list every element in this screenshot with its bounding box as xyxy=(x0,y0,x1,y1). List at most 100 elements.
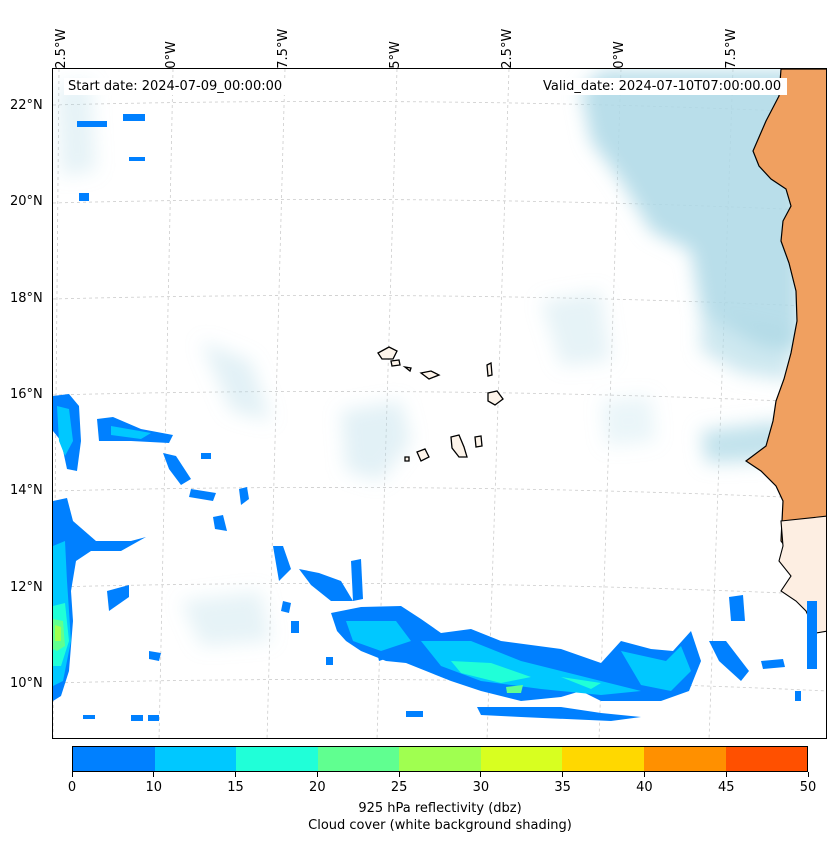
valid-date-label: Valid_date: 2024-07-10T07:00:00.00 xyxy=(539,78,788,95)
meridian-30w xyxy=(158,69,174,738)
colorbar-segment xyxy=(562,747,644,771)
colorbar-segment xyxy=(73,747,155,771)
cloud-patch-northwest xyxy=(56,81,96,176)
colorbar-tick-label: 15 xyxy=(227,780,244,795)
echo-cell-11n xyxy=(291,621,299,633)
colorbar-tick xyxy=(643,772,645,777)
echo-row-south-east xyxy=(709,641,749,681)
echo-row-12n-b xyxy=(299,569,353,601)
cloud-cover-shading xyxy=(56,71,801,646)
echo-west-upper-core xyxy=(57,406,73,456)
echo-cell-12n-left xyxy=(107,585,129,611)
meridian-22-5w xyxy=(486,69,510,738)
colorbar-tick xyxy=(725,772,727,777)
island-santo-antao xyxy=(377,346,398,360)
echo-cell-northwest-d xyxy=(129,157,145,161)
echo-west-edge-band xyxy=(53,498,146,701)
colorbar xyxy=(72,746,808,772)
meridian-20w xyxy=(598,69,622,738)
parallel-16n xyxy=(53,391,826,404)
cloud-patch-mid xyxy=(541,291,611,366)
lat-label-22n: 22°N xyxy=(10,98,43,113)
island-boa-vista xyxy=(487,390,504,406)
lat-label-16n: 16°N xyxy=(10,387,43,402)
echo-cell-bottom-mid xyxy=(406,711,423,717)
echo-row-12n-a xyxy=(273,546,291,581)
lat-label-12n: 12°N xyxy=(10,580,43,595)
parallel-18n xyxy=(53,295,826,308)
lat-label-14n: 14°N xyxy=(10,483,43,498)
parallel-10n xyxy=(53,679,826,692)
island-fogo xyxy=(416,448,430,462)
colorbar-tick xyxy=(316,772,318,777)
colorbar-title: 925 hPa reflectivity (dbz) xyxy=(358,801,522,816)
island-brava xyxy=(404,456,410,462)
colorbar-segment xyxy=(317,747,400,771)
echo-row-14n-b xyxy=(189,489,216,501)
echo-south-core-c xyxy=(621,646,691,691)
cloud-patch-west xyxy=(201,341,271,421)
colorbar-tick-label: 40 xyxy=(636,780,653,795)
echo-cell-se-corner xyxy=(795,691,801,701)
valid-date-text: Valid_date: 2024-07-10T07:00:00.00 xyxy=(543,79,782,94)
colorbar-tick-label: 10 xyxy=(145,780,163,795)
echo-cell-northwest-a xyxy=(77,121,107,127)
start-date-label: Start date: 2024-07-09_00:00:00 xyxy=(64,78,289,95)
colorbar-segment xyxy=(236,747,318,771)
echo-cell-south-east-2 xyxy=(729,595,745,621)
guinea-coast-land xyxy=(778,515,826,634)
colorbar-segment xyxy=(725,747,808,771)
echo-cell-northwest-b xyxy=(123,114,145,121)
cape-verde-islands xyxy=(377,346,504,462)
echo-cell-cluster-mid xyxy=(351,559,363,601)
echo-row-14n-a xyxy=(163,453,191,485)
echo-south-core-a xyxy=(346,621,411,651)
meridian-17-5w xyxy=(708,69,734,738)
echo-south-max-a xyxy=(451,661,531,683)
reflectivity-0-10 xyxy=(53,114,817,721)
reflectivity-25-30 xyxy=(55,625,61,641)
parallel-14n xyxy=(53,487,826,500)
colorbar-tick-label: 25 xyxy=(390,780,408,795)
echo-cell-15n-right xyxy=(201,453,211,459)
lat-label-18n: 18°N xyxy=(10,291,43,306)
echo-cell-bottom-left-b xyxy=(148,715,159,721)
colorbar-subtitle: Cloud cover (white background shading) xyxy=(308,818,572,833)
echo-cell-14n-c xyxy=(239,487,249,505)
echo-cell-14n-d xyxy=(213,515,227,531)
parallel-22n xyxy=(53,101,826,114)
colorbar-segment xyxy=(480,747,563,771)
echo-cell-bottom-left-a xyxy=(131,715,143,721)
map-canvas[interactable] xyxy=(53,69,827,739)
island-sao-vicente xyxy=(390,359,401,367)
island-maio xyxy=(474,435,483,448)
echo-cell-11-5n xyxy=(281,601,291,613)
island-santa-luzia xyxy=(402,365,412,373)
echo-cell-10n-mid xyxy=(326,657,333,665)
echo-cell-northwest-c xyxy=(79,193,89,201)
island-sao-nicolau xyxy=(419,370,441,380)
colorbar-tick xyxy=(807,772,809,777)
cloud-patch-lower-left xyxy=(601,396,656,446)
map-panel[interactable] xyxy=(52,68,827,739)
echo-cell-bottom-left-c xyxy=(83,715,95,719)
island-santiago xyxy=(450,434,468,458)
echo-cell-coast xyxy=(761,659,785,669)
colorbar-tick-label: 0 xyxy=(67,780,77,795)
echo-row-15n-core xyxy=(111,426,151,439)
colorbar-tick xyxy=(480,772,482,777)
colorbar-segment xyxy=(154,747,237,771)
parallel-20n xyxy=(53,199,826,212)
colorbar-segment xyxy=(399,747,481,771)
cloud-mass-north-east xyxy=(581,71,801,351)
echo-south-max-b xyxy=(561,677,601,689)
echo-row-south-lower xyxy=(477,707,641,721)
echo-coast-stripe xyxy=(807,601,817,669)
colorbar-tick-label: 50 xyxy=(799,780,817,795)
echo-row-south-main xyxy=(331,606,701,701)
colorbar-tick xyxy=(153,772,155,777)
cloud-patch-center xyxy=(341,401,411,481)
cloud-patch-south xyxy=(181,591,271,646)
colorbar-tick xyxy=(398,772,400,777)
colorbar-segment xyxy=(643,747,726,771)
